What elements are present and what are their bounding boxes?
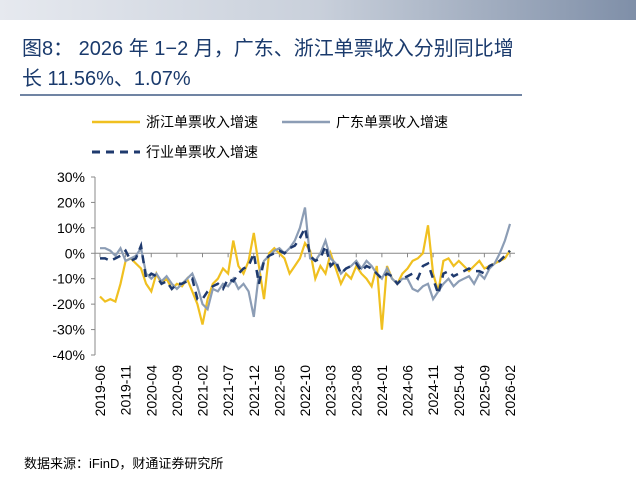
legend-label: 浙江单票收入增速 [146,114,258,130]
x-tick-label: 2021-02 [195,365,211,417]
series-line [99,225,511,330]
series-line [100,224,511,301]
x-tick-label: 2019-06 [92,365,108,417]
x-tick-label: 2026-02 [502,365,518,417]
y-tick-label: -20% [52,296,85,312]
x-tick-label: 2025-09 [476,365,492,417]
y-tick-label: 20% [57,194,85,210]
legend-label: 行业单票收入增速 [146,144,258,160]
x-tick-label: 2025-04 [451,365,467,417]
x-tick-label: 2024-01 [374,365,390,417]
x-tick-label: 2019-11 [118,365,134,416]
x-tick-label: 2021-07 [220,365,236,417]
x-tick-label: 2020-04 [143,365,159,417]
x-tick-label: 2022-05 [271,365,287,417]
y-tick-label: -40% [52,347,85,363]
x-tick-label: 2020-09 [169,365,185,417]
y-tick-label: 30% [57,169,85,185]
y-tick-label: 0% [65,245,85,261]
y-tick-label: 10% [57,220,85,236]
x-tick-label: 2024-11 [425,365,441,416]
x-tick-label: 2023-03 [323,365,339,417]
chart-title: 图8： 2026 年 1−2 月，广东、浙江单票收入分别同比增长 11.56%、… [22,38,514,90]
source: 数据来源：iFinD，财通证券研究所 [24,456,223,471]
y-tick-label: -30% [52,322,85,338]
series-line [100,207,512,318]
legend-label: 广东单票收入增速 [336,114,448,130]
banner [0,0,636,20]
x-tick-label: 2022-10 [297,365,313,417]
x-tick-label: 2021-12 [246,365,262,417]
x-tick-label: 2024-06 [400,365,416,417]
x-tick-label: 2023-08 [348,365,364,417]
y-tick-label: -10% [52,271,85,287]
